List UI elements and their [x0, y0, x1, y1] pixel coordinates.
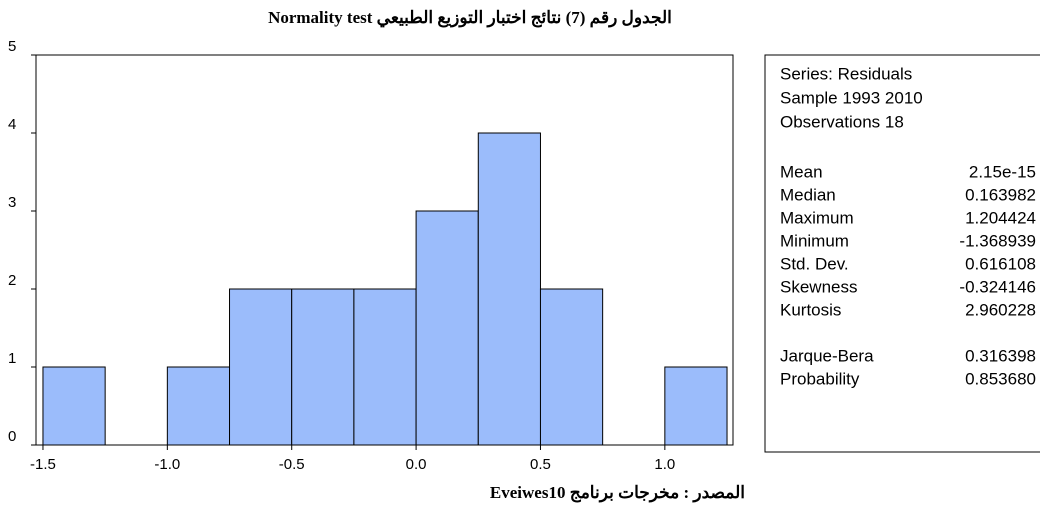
chart-title: الجدول رقم (7) نتائج اختبار التوزيع الطب… [268, 8, 672, 28]
x-tick-label: 1.0 [654, 456, 675, 473]
bar [353, 288, 417, 446]
stat-value: 0.853680 [965, 369, 1036, 388]
stat-label: Std. Dev. [780, 254, 849, 273]
stat-label: Maximum [780, 208, 854, 227]
y-tick-label: 1 [8, 350, 16, 367]
stat-value: 2.960228 [965, 300, 1036, 319]
stats-header: Observations 18 [780, 112, 904, 131]
y-tick-label: 5 [8, 38, 16, 55]
stat-label: Kurtosis [780, 300, 841, 319]
stat-label: Median [780, 185, 836, 204]
stats-header: Sample 1993 2010 [780, 88, 923, 107]
stat-value: -0.324146 [959, 277, 1036, 296]
stat-label: Probability [780, 369, 860, 388]
stat-label: Mean [780, 162, 823, 181]
bar [539, 288, 604, 446]
y-tick-label: 0 [8, 428, 16, 445]
bar [664, 366, 728, 446]
stats-header: Series: Residuals [780, 64, 912, 83]
y-tick-label: 4 [8, 116, 16, 133]
stats-box [764, 54, 1040, 453]
stat-label: Jarque-Bera [780, 346, 874, 365]
stat-value: 2.15e-15 [969, 162, 1036, 181]
stat-label: Skewness [780, 277, 857, 296]
y-tick-label: 3 [8, 194, 16, 211]
bar [415, 210, 479, 446]
source-note: المصدر : مخرجات برنامج Eveiwes10 [490, 483, 745, 503]
stat-value: 0.163982 [965, 185, 1036, 204]
x-tick-label: 0.5 [530, 456, 551, 473]
bar [229, 288, 293, 446]
x-tick-label: -0.5 [279, 456, 305, 473]
x-tick-label: -1.0 [154, 456, 180, 473]
x-tick-label: 0.0 [406, 456, 427, 473]
bar [166, 366, 231, 446]
stat-value: -1.368939 [959, 231, 1036, 250]
bar [477, 132, 541, 446]
bar [291, 288, 355, 446]
bar [42, 366, 106, 446]
y-tick-label: 2 [8, 272, 16, 289]
stat-label: Minimum [780, 231, 849, 250]
x-tick-label: -1.5 [30, 456, 56, 473]
stat-value: 0.316398 [965, 346, 1036, 365]
stat-value: 0.616108 [965, 254, 1036, 273]
stat-value: 1.204424 [965, 208, 1036, 227]
